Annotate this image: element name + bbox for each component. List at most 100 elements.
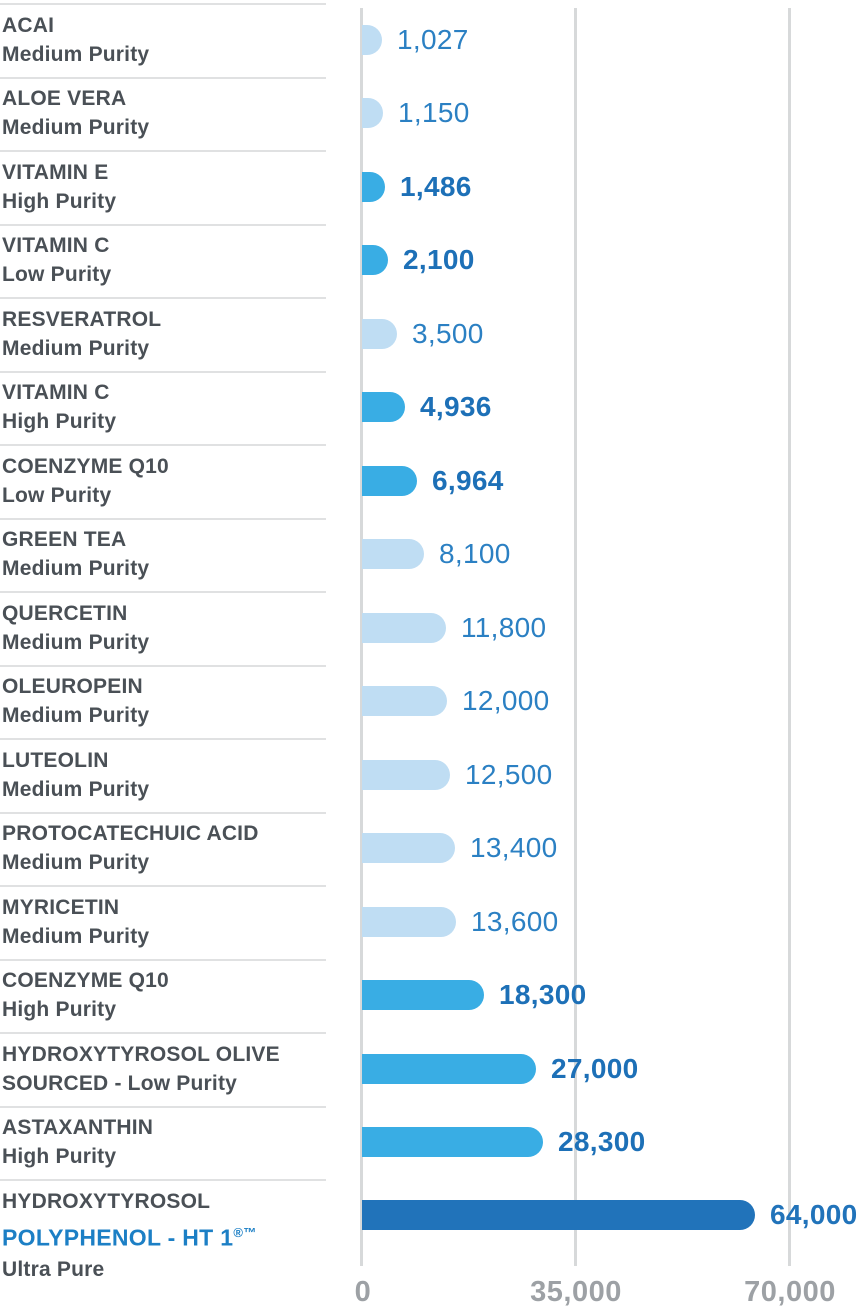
value-bar	[362, 245, 388, 276]
value-bar	[362, 686, 447, 717]
value-label: 1,027	[397, 23, 469, 55]
chart-row: RESVERATROL Medium Purity 3,500	[0, 297, 861, 371]
row-label: GREEN TEA Medium Purity	[2, 525, 350, 583]
row-purity-level: High Purity	[2, 410, 117, 434]
row-divider	[0, 958, 326, 961]
x-axis-tick-0: 0	[354, 1276, 372, 1308]
value-bar	[362, 171, 385, 202]
row-label: QUERCETIN Medium Purity	[2, 599, 350, 657]
value-label: 11,800	[461, 611, 547, 643]
chart-row: OLEUROPEIN Medium Purity 12,000	[0, 664, 861, 739]
row-purity-level: Medium Purity	[2, 777, 150, 801]
value-bar	[362, 24, 382, 55]
value-bar	[362, 539, 424, 570]
row-purity-level: Medium Purity	[2, 630, 150, 654]
row-brand-name: POLYPHENOL - HT 1®™	[2, 1217, 350, 1254]
row-purity-level: Medium Purity	[2, 42, 150, 66]
row-divider	[0, 738, 326, 740]
row-divider	[0, 444, 326, 446]
row-divider	[0, 1179, 326, 1181]
row-divider	[0, 885, 326, 887]
row-label: VITAMIN E High Purity	[2, 158, 350, 216]
row-divider	[0, 150, 326, 152]
chart-row: QUERCETIN Medium Purity 11,800	[0, 591, 861, 665]
row-purity-level: High Purity	[2, 189, 117, 213]
row-compound-name: COENZYME Q10	[2, 454, 169, 478]
row-compound-name: LUTEOLIN	[2, 748, 109, 772]
value-bar	[362, 318, 397, 349]
value-label: 8,100	[439, 538, 511, 570]
row-label: HYDROXYTYROSOL POLYPHENOL - HT 1®™ Ultra…	[2, 1186, 350, 1285]
row-compound-name: VITAMIN E	[2, 160, 109, 184]
row-label: ASTAXANTHIN High Purity	[2, 1113, 350, 1171]
value-bar	[362, 392, 405, 423]
chart-row: HYDROXYTYROSOL POLYPHENOL - HT 1®™ Ultra…	[0, 1179, 861, 1291]
row-purity-level: Medium Purity	[2, 924, 150, 948]
row-purity-level: Low Purity	[2, 263, 112, 287]
chart-rows: ACAI Medium Purity 1,027 ALOE VERA Mediu…	[0, 3, 861, 1291]
row-label: PROTOCATECHUIC ACID Medium Purity	[2, 819, 350, 877]
chart-row: ALOE VERA Medium Purity 1,150	[0, 76, 861, 151]
row-purity-level: SOURCED - Low Purity	[2, 1071, 238, 1095]
row-purity-level: Ultra Pure	[2, 1257, 105, 1281]
value-bar	[362, 98, 383, 129]
x-axis-tick-70000: 70,000	[744, 1276, 836, 1308]
chart-row: COENZYME Q10 High Purity 18,300	[0, 958, 861, 1033]
value-label: 13,400	[470, 832, 558, 864]
row-divider	[0, 664, 326, 667]
gridline-35000	[574, 8, 577, 1266]
row-brand-name-text: POLYPHENOL - HT 1	[2, 1224, 234, 1251]
value-label: 13,600	[471, 905, 559, 937]
chart-row: VITAMIN C Low Purity 2,100	[0, 223, 861, 298]
gridline-70000	[788, 8, 791, 1266]
value-bar	[362, 612, 446, 643]
value-bar	[362, 906, 456, 937]
row-compound-name: MYRICETIN	[2, 895, 120, 919]
row-label: COENZYME Q10 High Purity	[2, 966, 350, 1024]
row-label: ALOE VERA Medium Purity	[2, 84, 350, 142]
chart-row: VITAMIN C High Purity 4,936	[0, 370, 861, 445]
chart-row: ACAI Medium Purity 1,027	[0, 3, 861, 77]
row-divider	[0, 1032, 326, 1034]
value-label: 1,486	[400, 170, 472, 202]
chart-row: LUTEOLIN Medium Purity 12,500	[0, 738, 861, 812]
chart-row: COENZYME Q10 Low Purity 6,964	[0, 444, 861, 518]
row-divider	[0, 370, 326, 373]
value-label: 28,300	[558, 1126, 646, 1158]
chart-row: MYRICETIN Medium Purity 13,600	[0, 885, 861, 959]
row-compound-name: ACAI	[2, 13, 55, 37]
row-label: LUTEOLIN Medium Purity	[2, 746, 350, 804]
value-bar	[362, 1200, 755, 1230]
row-purity-level: High Purity	[2, 998, 117, 1022]
row-divider	[0, 1105, 326, 1108]
value-label: 64,000	[770, 1199, 858, 1230]
row-divider	[0, 811, 326, 814]
trademark-symbols: ®™	[233, 1225, 257, 1240]
row-divider	[0, 591, 326, 593]
row-compound-name: HYDROXYTYROSOL	[2, 1190, 211, 1213]
row-divider	[0, 297, 326, 299]
row-compound-name: QUERCETIN	[2, 601, 128, 625]
value-label: 27,000	[551, 1052, 639, 1084]
row-purity-level: Medium Purity	[2, 116, 150, 140]
row-label: RESVERATROL Medium Purity	[2, 305, 350, 363]
value-label: 6,964	[432, 464, 504, 496]
row-compound-name: RESVERATROL	[2, 307, 162, 331]
row-compound-name: ALOE VERA	[2, 87, 127, 111]
row-compound-name: HYDROXYTYROSOL OLIVE	[2, 1042, 280, 1066]
row-purity-level: Medium Purity	[2, 336, 150, 360]
row-divider	[0, 517, 326, 520]
row-label: COENZYME Q10 Low Purity	[2, 452, 350, 510]
row-label: OLEUROPEIN Medium Purity	[2, 672, 350, 730]
chart-row: PROTOCATECHUIC ACID Medium Purity 13,400	[0, 811, 861, 886]
row-label: VITAMIN C High Purity	[2, 378, 350, 436]
row-compound-name: VITAMIN C	[2, 381, 110, 405]
row-purity-level: Medium Purity	[2, 557, 150, 581]
value-label: 3,500	[412, 317, 484, 349]
value-bar	[362, 465, 417, 496]
row-purity-level: Medium Purity	[2, 704, 150, 728]
value-bar	[362, 759, 450, 790]
row-purity-level: Low Purity	[2, 483, 112, 507]
value-label: 12,500	[465, 758, 553, 790]
